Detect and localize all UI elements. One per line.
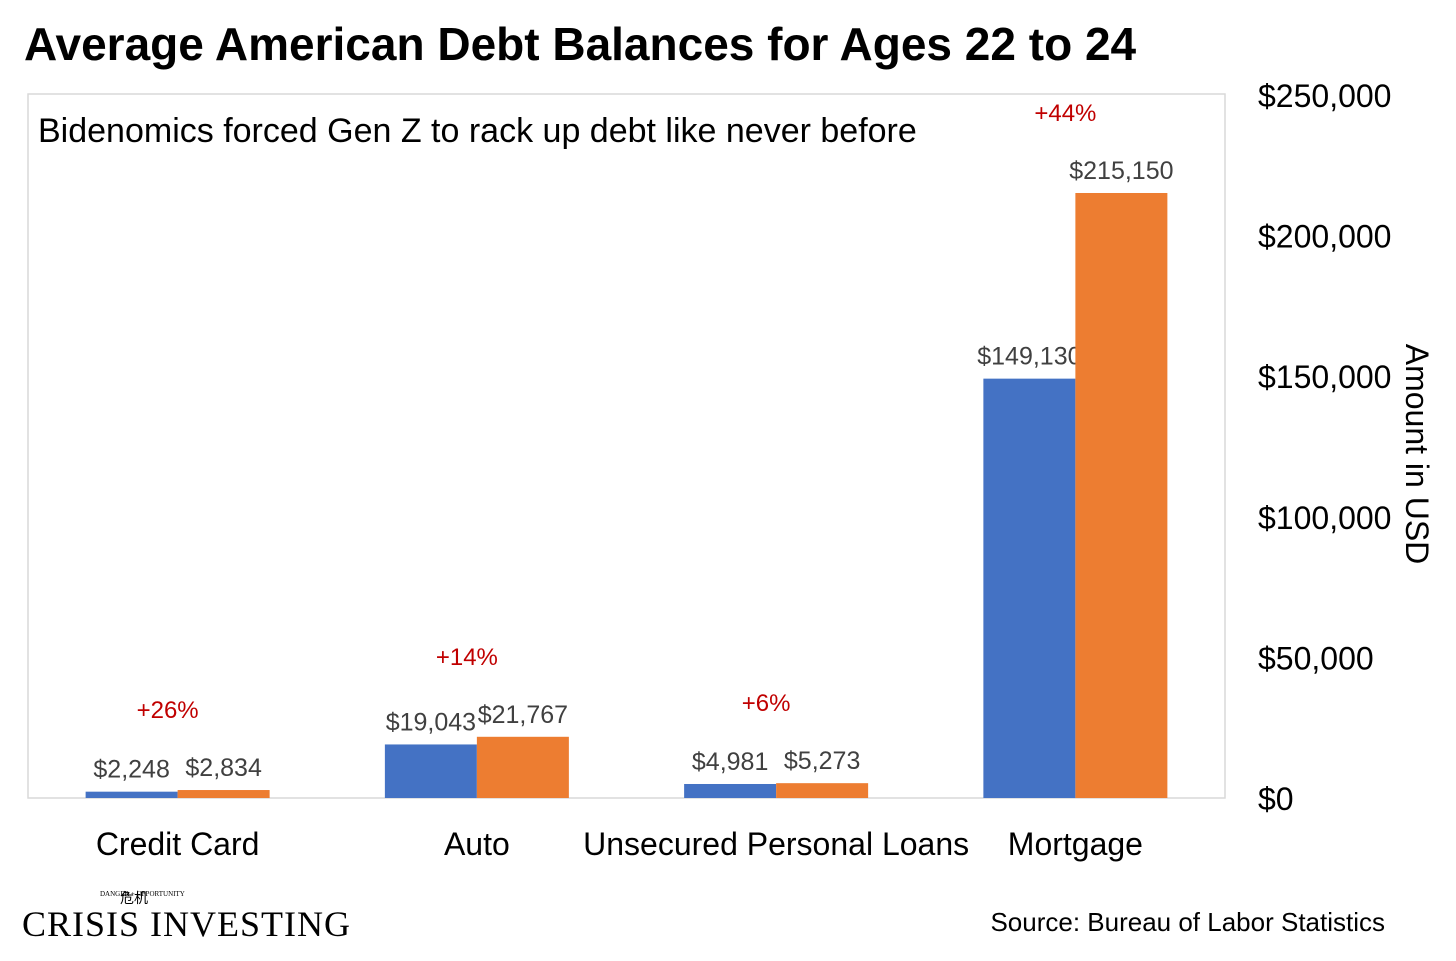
data-label-3-0: $149,130 <box>977 343 1081 371</box>
y-tick-label-4: $200,000 <box>1258 219 1391 255</box>
y-axis-ticks: $0 $50,000 $100,000 $150,000 $200,000 $250,00… <box>1258 78 1391 817</box>
change-label-2: +6% <box>742 690 791 717</box>
y-tick-label-1: $50,000 <box>1258 640 1374 676</box>
source-note: Source: Bureau of Labor Statistics <box>990 907 1385 937</box>
change-label-3: +44% <box>1034 100 1096 127</box>
bars-group: $2,248 $2,834 +26% $19,043 $21,767 +14% $4,981… <box>85 100 1174 799</box>
brand-glyph-icon: 危机 <box>120 891 148 907</box>
bar-0-0 <box>85 791 178 798</box>
data-label-0-1: $2,834 <box>185 754 262 782</box>
change-label-0: +26% <box>137 697 199 724</box>
brand-name: CRISIS INVESTING <box>22 904 351 944</box>
data-label-1-1: $21,767 <box>478 701 568 729</box>
chart-title: Average American Debt Balances for Ages … <box>24 18 1137 70</box>
y-tick-label-5: $250,000 <box>1258 78 1391 114</box>
data-label-0-0: $2,248 <box>93 756 169 784</box>
chart-subtitle: Bidenomics forced Gen Z to rack up debt … <box>38 112 917 150</box>
change-label-1: +14% <box>436 644 498 671</box>
bar-2-1 <box>776 783 869 798</box>
brand-logo: DANGER + OPPORTUNITY 危机 CRISIS INVESTING <box>22 890 351 944</box>
bar-1-1 <box>476 736 569 798</box>
data-label-2-0: $4,981 <box>692 748 768 776</box>
bar-3-0 <box>983 378 1076 798</box>
bar-3-1 <box>1075 192 1168 799</box>
data-label-3-1: $215,150 <box>1069 157 1173 185</box>
data-label-1-0: $19,043 <box>386 708 476 736</box>
bar-1-0 <box>384 744 477 798</box>
y-tick-label-3: $150,000 <box>1258 359 1391 395</box>
y-tick-label-2: $100,000 <box>1258 500 1391 536</box>
category-label-2: Unsecured Personal Loans <box>583 826 969 862</box>
data-label-2-1: $5,273 <box>784 747 860 775</box>
category-label-1: Auto <box>444 826 510 862</box>
y-tick-label-0: $0 <box>1258 781 1294 817</box>
category-labels: Credit Card Auto Unsecured Personal Loans M… <box>96 826 1143 862</box>
bar-0-1 <box>177 790 270 798</box>
category-label-0: Credit Card <box>96 826 260 862</box>
bar-2-0 <box>684 783 777 798</box>
y-axis-label: Amount in USD <box>1399 344 1435 565</box>
category-label-3: Mortgage <box>1008 826 1143 862</box>
plot-area <box>27 93 1226 799</box>
brand-tagline: DANGER + OPPORTUNITY <box>100 890 185 898</box>
